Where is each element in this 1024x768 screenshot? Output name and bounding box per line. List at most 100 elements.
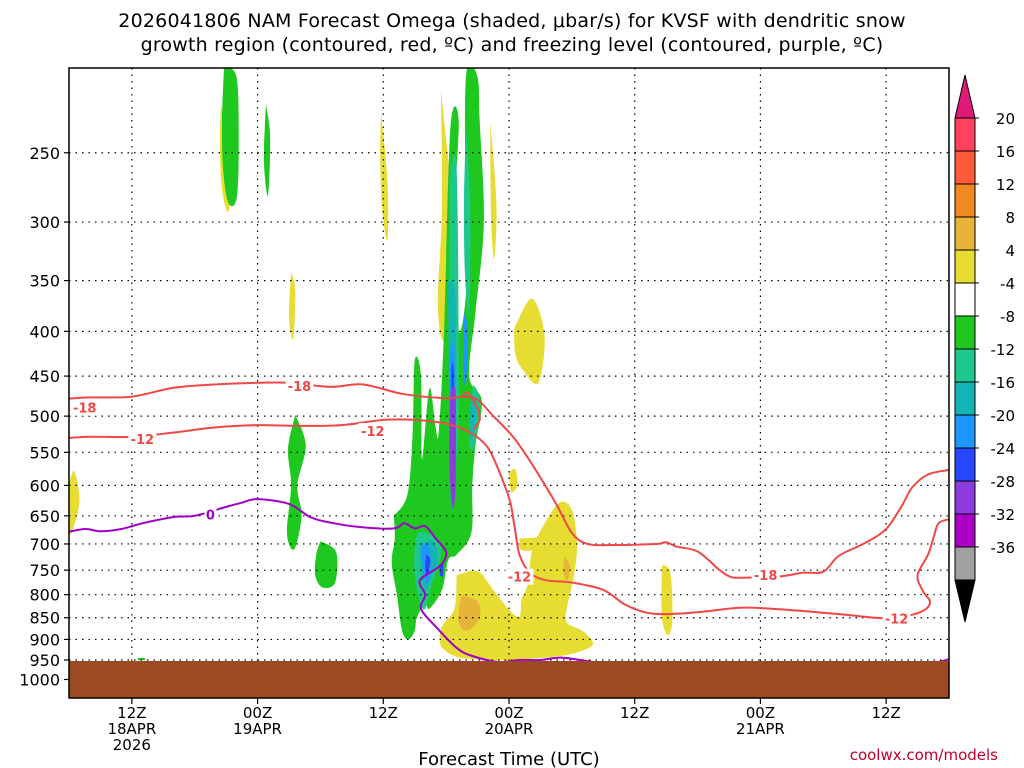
time-tick-label: 21APR [736,720,785,738]
pressure-tick-label: 950 [29,651,60,670]
chart-title-line-1: 2026041806 NAM Forecast Omega (shaded, μ… [118,10,906,32]
colorbar-top-arrow [954,74,976,119]
dgz-label-bg [505,568,534,585]
dgz-label-bg [358,423,387,440]
omega-region-yellow [514,298,545,385]
pressure-tick-label: 550 [29,443,60,462]
time-tick-label: 12Z [369,704,398,722]
colorbar-label: -4 [1000,275,1015,293]
pressure-tick-label: 900 [29,630,60,649]
dgz-contour [69,381,949,579]
time-tick-label: 00Z [746,704,775,722]
colorbar-swatch [954,414,976,449]
colorbar-label: -8 [1000,308,1015,326]
freezing-contour-label: 0 [206,509,215,524]
dgz-label-bg [285,378,314,395]
colorbar-label: -28 [991,473,1016,491]
time-tick-label: 12Z [620,704,649,722]
omega-region-green [221,68,239,207]
colorbar-label: 4 [1005,242,1015,260]
colorbar-label: 8 [1005,209,1015,227]
colorbar-label: -12 [991,341,1016,359]
pressure-tick-label: 650 [29,507,60,526]
colorbar-swatch [954,480,976,515]
omega-region-green [137,657,146,661]
dgz-contour-label: -12 [508,571,532,586]
colorbar-swatch [954,348,976,383]
colorbar-label: -20 [991,407,1016,425]
colorbar-swatch [954,183,976,218]
pressure-tick-label: 700 [29,535,60,554]
pressure-tick-label: 600 [29,476,60,495]
colorbar-label: -32 [991,506,1016,524]
time-tick-label: 20APR [485,720,534,738]
colorbar-swatch [954,447,976,482]
dgz-contour-label: -12 [361,425,385,440]
dgz-contour [461,391,481,431]
pressure-tick-label: 850 [29,609,60,628]
colorbar-label: 20 [996,110,1015,128]
omega-region-yellow [490,121,497,259]
dgz-contour-label: -18 [754,569,778,584]
dgz-label-bg [882,610,911,627]
freezing-label-bg [204,506,217,523]
pressure-tick-label: 800 [29,586,60,605]
colorbar-swatch [954,546,976,581]
omega-region-yellow [380,112,389,242]
colorbar-swatch [954,150,976,185]
colorbar-swatch [954,282,976,317]
omega-region-green [391,68,484,640]
time-tick-label: 12Z [871,704,900,722]
omega-region-dkblue [425,554,431,576]
source-credit: coolwx.com/models [849,746,998,764]
colorbar-swatch [954,249,976,284]
dgz-contour-label: -18 [73,402,97,417]
time-tick-label: 2026 [113,736,151,754]
pressure-tick-label: 400 [29,322,60,341]
dgz-label-bg [70,399,99,416]
dgz-contour [69,418,949,620]
dgz-label-bg [128,430,157,447]
pressure-tick-label: 1000 [19,670,60,689]
plot-frame [68,67,950,699]
colorbar-label: -36 [991,539,1016,557]
omega-region-yellow [509,468,518,493]
colorbar-label: -16 [991,374,1016,392]
omega-region-green [263,104,271,197]
omega-region-yellow [661,565,673,636]
omega-region-yellow [519,536,559,551]
omega-region-green [314,541,338,589]
omega-region-teal [463,129,471,315]
colorbar-label: 12 [996,176,1015,194]
ground-surface [69,661,949,698]
colorbar-swatch [954,513,976,548]
pressure-axis: 250 300 350 400 450 500 550 600 650 700 750 800 850 9… [19,144,69,689]
pressure-tick-label: 750 [29,561,60,580]
pressure-tick-label: 450 [29,367,60,386]
colorbar-swatch [954,216,976,251]
time-tick-label: 18APR [107,720,156,738]
colorbar-bottom-arrow [954,579,976,623]
omega-region-yellow [288,271,296,340]
pressure-tick-label: 250 [29,144,60,163]
colorbar: 20 16 12 8 4 -4 -8 -12 -16 -20 -24 -28 -32 -36 [954,74,1016,623]
time-tick-label: 00Z [494,704,523,722]
pressure-tick-label: 350 [29,272,60,291]
colorbar-swatch [954,315,976,350]
colorbar-swatch [954,117,976,152]
omega-region-tan [458,594,481,631]
omega-region-tan [563,557,570,581]
omega-region-green [286,414,306,550]
omega-region-yellow [69,471,80,535]
chart-title-line-2: growth region (contoured, red, ºC) and f… [140,34,884,56]
time-tick-label: 19APR [233,720,282,738]
time-tick-label: 12Z [117,704,146,722]
grid-layer [69,68,949,698]
omega-region-purple [449,385,457,509]
colorbar-label: 16 [996,143,1015,161]
dgz-label-bg [751,567,780,584]
time-tick-label: 00Z [243,704,272,722]
colorbar-label: -24 [991,440,1016,458]
